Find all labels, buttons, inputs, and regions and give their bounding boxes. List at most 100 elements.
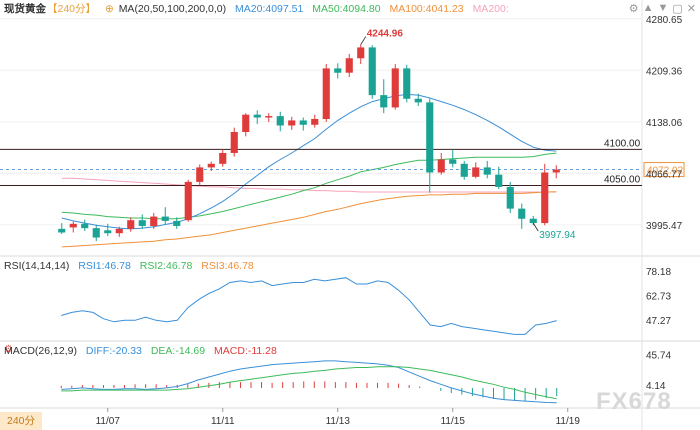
- instrument-name: 现货黄金: [4, 3, 46, 15]
- macd-panel: 45.74 4.14: [60, 351, 671, 404]
- candle-body: [391, 68, 399, 108]
- candle-body: [403, 68, 411, 99]
- panel-controls: ⚙ ▲ ▼ ▢ ✕: [629, 2, 696, 15]
- candle-body: [138, 220, 146, 226]
- date-label: 11/07: [96, 416, 121, 427]
- date-label: 11/15: [441, 416, 466, 427]
- low-price-label: 3997.94: [539, 230, 576, 241]
- date-axis: 11/07 11/11 11/13 11/15 11/19: [96, 408, 580, 427]
- high-marker: [360, 36, 367, 45]
- settings-icon[interactable]: ⊕: [104, 3, 114, 15]
- ma100-value: MA100:4041.23: [389, 3, 464, 15]
- candle-body: [104, 230, 112, 234]
- candle-body: [253, 114, 261, 118]
- candle-body: [207, 163, 215, 168]
- rsi1-value: RSI1:46.78: [78, 260, 131, 272]
- macd-settings-icon[interactable]: ⚙: [4, 344, 13, 355]
- price-tick-label: 3995.47: [646, 221, 683, 232]
- candle-body: [437, 159, 445, 173]
- macd-indicator-label[interactable]: MACD(26,12,9): [4, 345, 77, 357]
- timeframe-button[interactable]: 240分: [0, 412, 42, 430]
- ma200-value: MA200:: [472, 3, 509, 15]
- high-price-label: 4244.96: [367, 29, 404, 40]
- candle-body: [127, 220, 135, 229]
- main-chart-header: 现货黄金【240分】 ⊕ MA(20,50,100,200,0,0) MA20:…: [4, 2, 515, 16]
- low-marker: [532, 222, 539, 232]
- candle-body: [69, 223, 77, 228]
- candle-body: [115, 228, 123, 234]
- candle-body: [173, 220, 181, 226]
- ma-indicator-label[interactable]: MA(20,50,100,200,0,0): [118, 3, 227, 15]
- moving-average-lines: [61, 93, 557, 248]
- macd-tick-label: 45.74: [646, 351, 671, 362]
- candle-body: [265, 116, 273, 118]
- scroll-down-icon[interactable]: ▼: [657, 2, 669, 14]
- candle-body: [219, 152, 227, 164]
- candle-body: [322, 68, 330, 119]
- level-label-4050.00: 4050.00: [604, 174, 641, 185]
- rsi-tick-label: 78.18: [646, 267, 671, 278]
- current-price-label: 4072.02: [647, 166, 684, 177]
- rsi-indicator-label[interactable]: RSI(14,14,14): [4, 260, 70, 272]
- price-annotations: 4244.96 3997.94: [360, 29, 576, 241]
- candle-body: [311, 118, 319, 125]
- candle-body: [92, 228, 100, 238]
- macd-dea-line: [61, 366, 557, 400]
- macd-tick-label: 4.14: [646, 381, 666, 392]
- rsi-panel: 78.18 62.73 47.27: [61, 267, 671, 335]
- candle-body: [472, 167, 480, 177]
- candle-body: [81, 223, 89, 229]
- ma200-line: [61, 177, 557, 193]
- candle-body: [506, 186, 514, 209]
- ma50-value: MA50:4094.80: [312, 3, 381, 15]
- macd-histogram-value: MACD:-11.28: [214, 345, 277, 357]
- candle-body: [242, 114, 250, 132]
- candle-body: [529, 218, 537, 224]
- ma20-line: [61, 93, 557, 230]
- rsi-header: RSI(14,14,14) RSI1:46.78 RSI2:46.78 RSI3…: [4, 259, 260, 273]
- candle-body: [414, 98, 422, 103]
- macd-dea-value: DEA:-14.69: [150, 345, 206, 357]
- date-label: 11/13: [326, 416, 351, 427]
- timeframe-tag[interactable]: 【240分】: [47, 3, 97, 15]
- candle-body: [449, 159, 457, 164]
- date-label: 11/11: [211, 416, 235, 427]
- current-price-tag: [643, 162, 685, 178]
- candle-body: [368, 47, 376, 96]
- macd-diff-line: [61, 360, 557, 404]
- maximize-icon[interactable]: ▢: [672, 3, 683, 15]
- level-label-4100.00: 4100.00: [604, 138, 641, 149]
- rsi-line: [61, 277, 557, 335]
- price-axis: 4280.65 4209.36 4138.06 4066.77 3995.47: [646, 15, 683, 232]
- macd-header: MACD(26,12,9) DIFF:-20.33 DEA:-14.69 MAC…: [4, 344, 283, 358]
- macd-diff-value: DIFF:-20.33: [85, 345, 142, 357]
- rsi-tick-label: 47.27: [646, 316, 671, 327]
- candle-body: [483, 167, 491, 175]
- candle-body: [518, 208, 526, 219]
- candle-body: [426, 102, 434, 173]
- horizontal-price-lines: 4100.00 4050.00 4072.02: [0, 138, 685, 186]
- price-tick-label: 4280.65: [646, 15, 683, 26]
- candle-body: [288, 120, 296, 126]
- candle-body: [276, 116, 284, 126]
- close-icon[interactable]: ✕: [686, 3, 696, 15]
- settings-gear-icon[interactable]: ⚙: [628, 3, 639, 15]
- price-tick-label: 4066.77: [646, 169, 683, 180]
- scroll-up-icon[interactable]: ▲: [642, 2, 654, 14]
- rsi2-value: RSI2:46.78: [139, 260, 193, 272]
- candle-body: [380, 95, 388, 108]
- candle-body: [460, 163, 468, 177]
- candle-body: [345, 58, 353, 73]
- price-tick-label: 4138.06: [646, 118, 683, 129]
- candle-body: [150, 216, 158, 226]
- ma20-value: MA20:4097.51: [235, 3, 304, 15]
- ma50-line: [61, 152, 557, 220]
- candle-body: [161, 216, 169, 221]
- watermark-logo: FX678: [596, 388, 672, 415]
- rsi-tick-label: 62.73: [646, 291, 671, 302]
- candle-body: [541, 172, 549, 224]
- candle-body: [299, 120, 307, 125]
- candle-body: [495, 174, 503, 187]
- price-tick-label: 4209.36: [646, 66, 683, 77]
